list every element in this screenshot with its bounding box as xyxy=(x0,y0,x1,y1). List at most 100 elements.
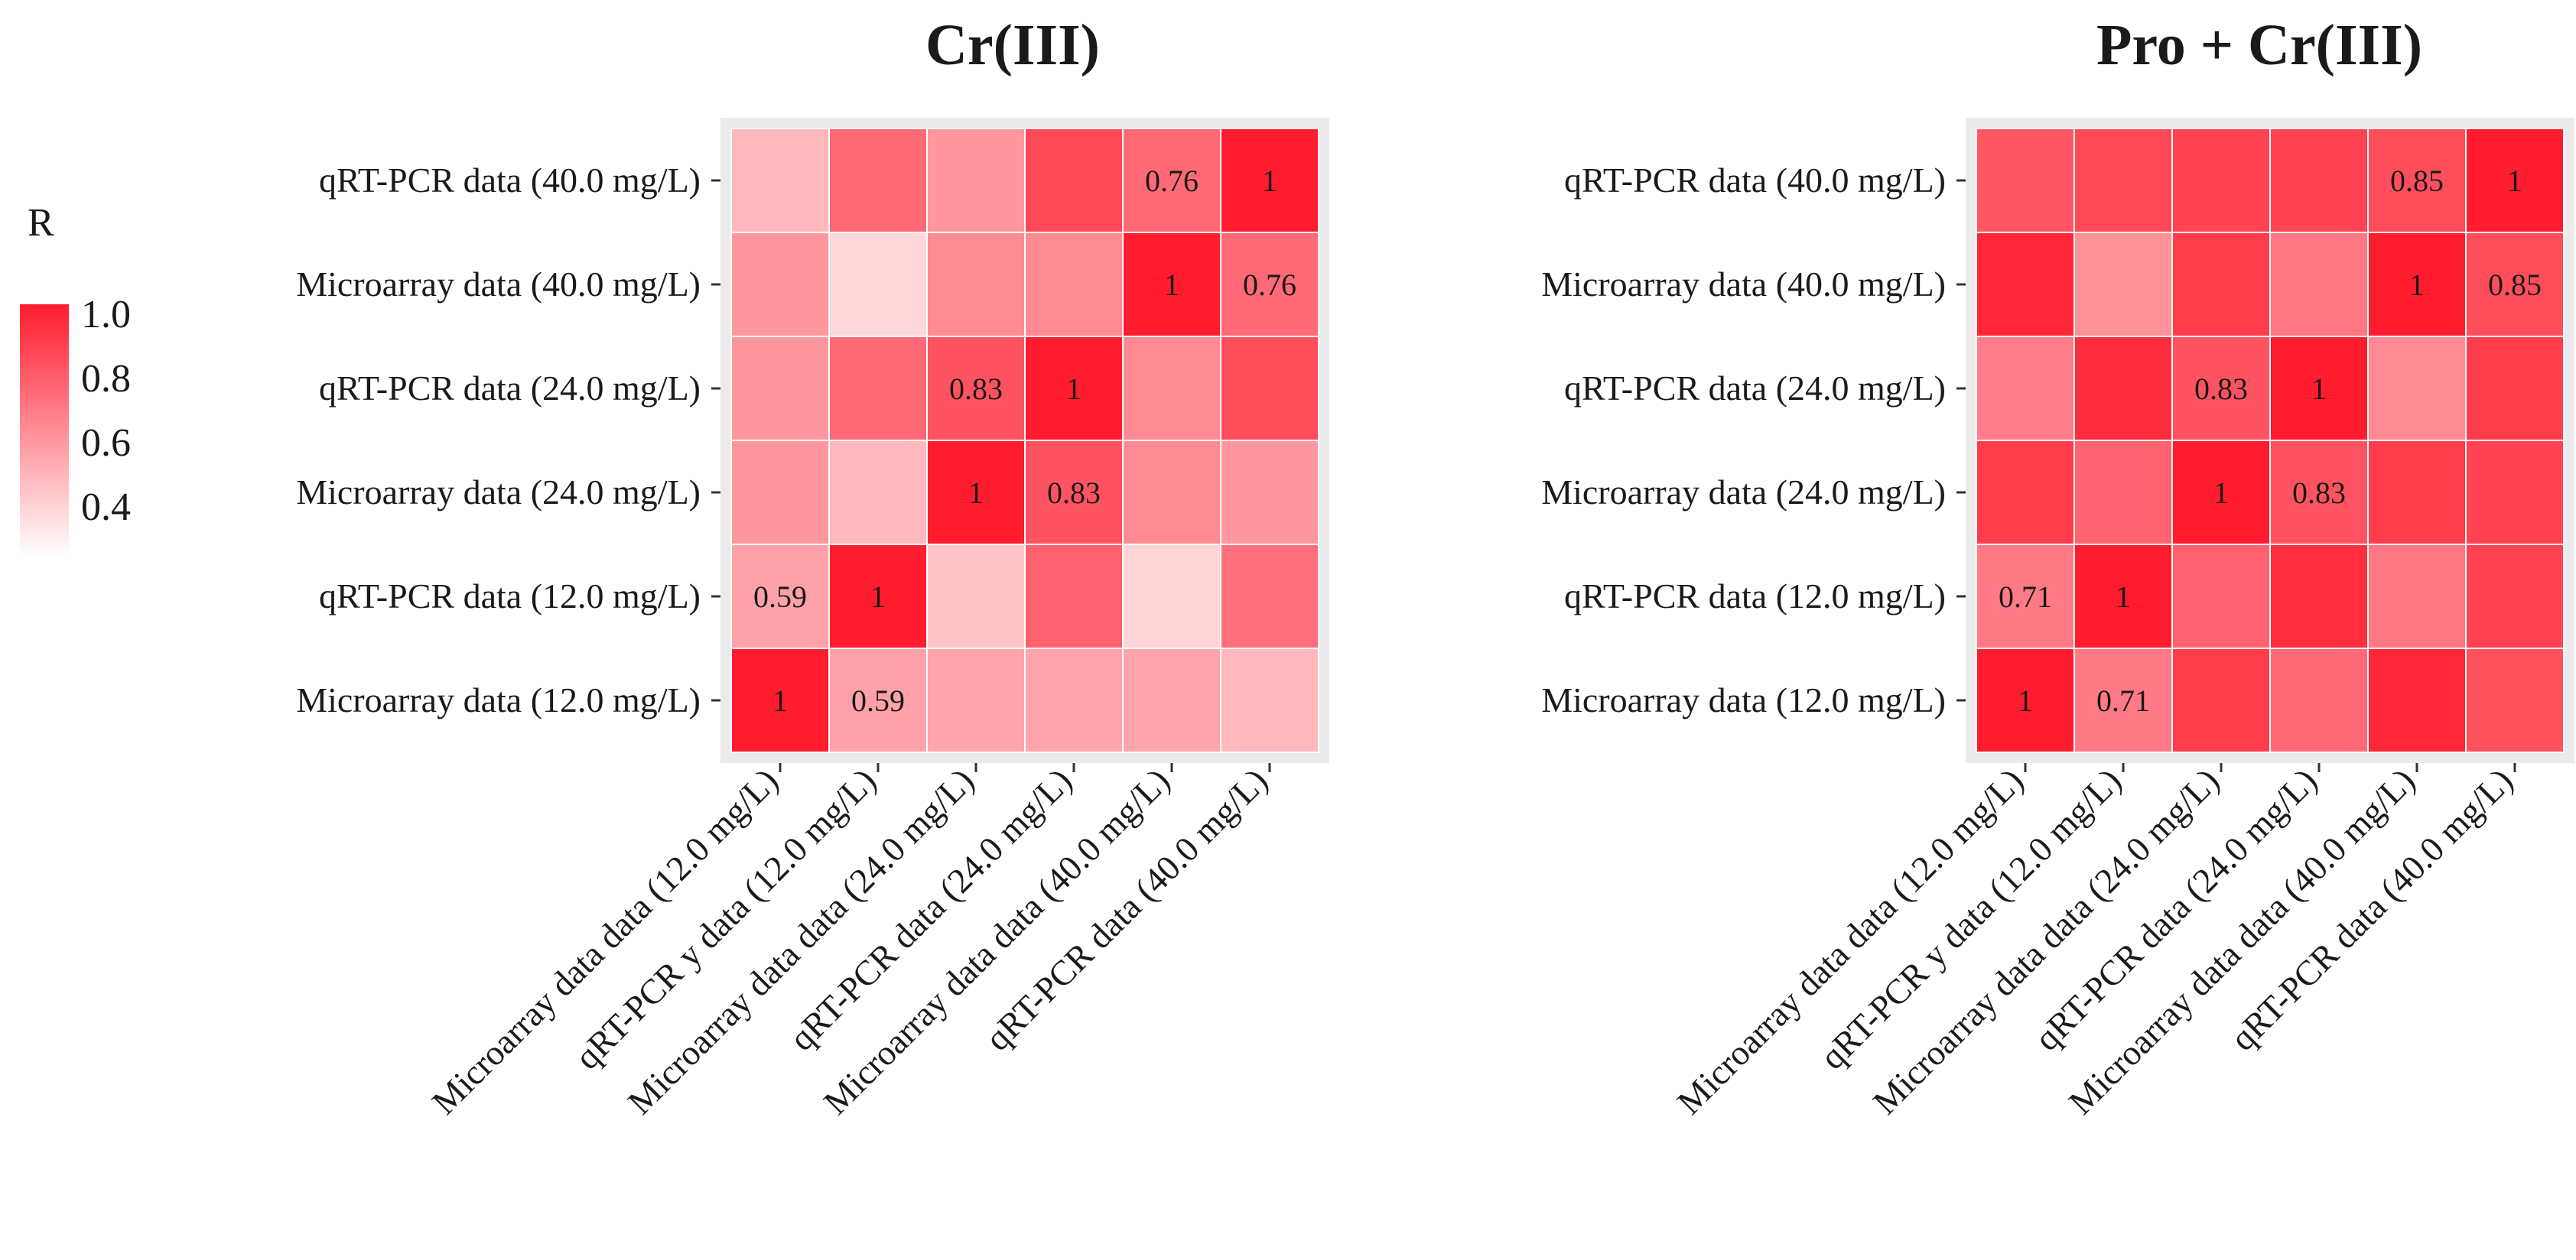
heatmap-cell xyxy=(730,440,830,545)
heatmap-cell xyxy=(2465,648,2565,753)
heatmap-cell xyxy=(2073,440,2173,545)
heatmap-cell xyxy=(2465,232,2565,337)
heatmap-cell xyxy=(1976,128,2075,233)
heatmap-cell xyxy=(1122,440,1221,545)
heatmap-cell xyxy=(730,544,830,649)
heatmap-cell xyxy=(926,128,1026,233)
cell-value-label: 1 xyxy=(2018,684,2033,718)
heatmap-panel-cr-iii: Cr(III) 0.76 1 1 0.76 0.83 1 1 0.83 0.59 1 1 0.59 qRT… xyxy=(296,13,1329,1122)
heatmap-cell xyxy=(2171,544,2271,649)
heatmap-cell xyxy=(1122,336,1221,441)
heatmap-cell xyxy=(730,232,830,337)
heatmap-cell xyxy=(1122,544,1221,649)
cell-value-label: 1 xyxy=(2213,476,2229,510)
heatmap-cell xyxy=(1122,128,1221,233)
heatmap-cell xyxy=(1220,544,1319,649)
heatmap-cell xyxy=(2171,128,2271,233)
heatmap-cell xyxy=(2367,232,2467,337)
heatmap-cell xyxy=(2465,440,2565,545)
cell-value-label: 0.83 xyxy=(949,372,1003,406)
heatmap-cell xyxy=(1024,232,1124,337)
heatmap-cell xyxy=(730,336,830,441)
legend-tick-label: 0.6 xyxy=(81,421,131,465)
heatmap-cell xyxy=(2269,544,2369,649)
x-tick-label: Microarray data data (12.0 mg/L) xyxy=(1670,761,2031,1122)
heatmap-cell xyxy=(2171,336,2271,441)
heatmap-cell xyxy=(2073,648,2173,753)
heatmap-cell xyxy=(730,128,830,233)
heatmap-cell xyxy=(2465,544,2565,649)
heatmap-cell xyxy=(828,544,928,649)
heatmap-cell xyxy=(1122,232,1221,337)
heatmap-cell xyxy=(1024,648,1124,753)
cell-value-label: 0.71 xyxy=(2096,684,2150,718)
heatmap-cell xyxy=(828,336,928,441)
heatmap-cell xyxy=(926,648,1026,753)
legend-tick-label: 0.8 xyxy=(81,357,131,401)
y-tick-label: qRT-PCR data (24.0 mg/L) xyxy=(1564,369,1946,408)
y-tick-label: Microarray data (12.0 mg/L) xyxy=(296,680,701,719)
heatmap-cell xyxy=(1024,128,1124,233)
cell-value-label: 1 xyxy=(1262,164,1277,198)
cell-value-label: 0.85 xyxy=(2390,164,2444,198)
heatmap-panel-pro-cr-iii: Pro + Cr(III) 0.85 1 1 0.85 0.83 1 1 0.83 0.71 1 1 0… xyxy=(1541,13,2574,1122)
cell-value-label: 0.59 xyxy=(753,580,807,614)
heatmap-cell xyxy=(1220,128,1319,233)
cell-value-label: 0.85 xyxy=(2488,268,2542,302)
heatmap-cell xyxy=(1220,336,1319,441)
heatmap-cell xyxy=(2269,648,2369,753)
cell-value-label: 0.83 xyxy=(2292,476,2346,510)
heatmap-cell xyxy=(828,232,928,337)
y-tick-label: qRT-PCR data (12.0 mg/L) xyxy=(1564,576,1946,615)
heatmap-cell xyxy=(1024,544,1124,649)
cell-value-label: 1 xyxy=(2311,372,2327,406)
cell-value-label: 1 xyxy=(2116,580,2131,614)
chart-title: Cr(III) xyxy=(925,13,1100,77)
heatmap-cell xyxy=(828,440,928,545)
cell-value-label: 1 xyxy=(1164,268,1179,302)
heatmap-cell xyxy=(2171,648,2271,753)
heatmap-cell xyxy=(2367,128,2467,233)
cell-value-label: 1 xyxy=(2409,268,2425,302)
heatmap-cell xyxy=(2465,336,2565,441)
cell-value-label: 0.59 xyxy=(851,684,905,718)
color-legend: R 1.0 0.8 0.6 0.4 xyxy=(20,201,131,557)
heatmap-cell xyxy=(1976,440,2075,545)
cell-value-label: 1 xyxy=(2507,164,2522,198)
heatmap-cell xyxy=(1220,648,1319,753)
heatmap-cell xyxy=(2073,336,2173,441)
heatmap-cell xyxy=(2465,128,2565,233)
heatmap-cell xyxy=(1976,336,2075,441)
cell-value-label: 0.76 xyxy=(1243,268,1296,302)
heatmap-cell xyxy=(2171,232,2271,337)
cell-value-label: 0.83 xyxy=(2194,372,2248,406)
heatmap-cell xyxy=(2073,128,2173,233)
heatmap-cell xyxy=(1976,232,2075,337)
y-tick-label: Microarray data (40.0 mg/L) xyxy=(296,265,701,304)
heatmap-cell xyxy=(828,648,928,753)
heatmap-cell xyxy=(1024,440,1124,545)
cell-value-label: 1 xyxy=(870,580,886,614)
heatmap-cell xyxy=(926,232,1026,337)
heatmap-cell xyxy=(2367,440,2467,545)
cell-value-label: 0.83 xyxy=(1047,476,1101,510)
heatmap-cell xyxy=(828,128,928,233)
legend-title: R xyxy=(28,201,54,245)
heatmap-cell xyxy=(1220,440,1319,545)
heatmap-cell xyxy=(2367,336,2467,441)
chart-title: Pro + Cr(III) xyxy=(2096,13,2422,77)
cell-value-label: 1 xyxy=(968,476,984,510)
heatmap-cell xyxy=(2269,128,2369,233)
heatmap-cell xyxy=(2367,648,2467,753)
y-tick-label: Microarray data (40.0 mg/L) xyxy=(1541,265,1946,304)
cell-value-label: 0.76 xyxy=(1145,164,1199,198)
cell-value-label: 0.71 xyxy=(1999,580,2052,614)
legend-colorbar xyxy=(20,304,69,557)
heatmap-cell xyxy=(2367,544,2467,649)
y-tick-label: qRT-PCR data (24.0 mg/L) xyxy=(319,369,701,408)
heatmap-cell xyxy=(2269,232,2369,337)
cell-value-label: 1 xyxy=(1066,372,1081,406)
y-tick-label: Microarray data (24.0 mg/L) xyxy=(1541,472,1946,511)
y-tick-label: qRT-PCR data (40.0 mg/L) xyxy=(319,161,701,200)
